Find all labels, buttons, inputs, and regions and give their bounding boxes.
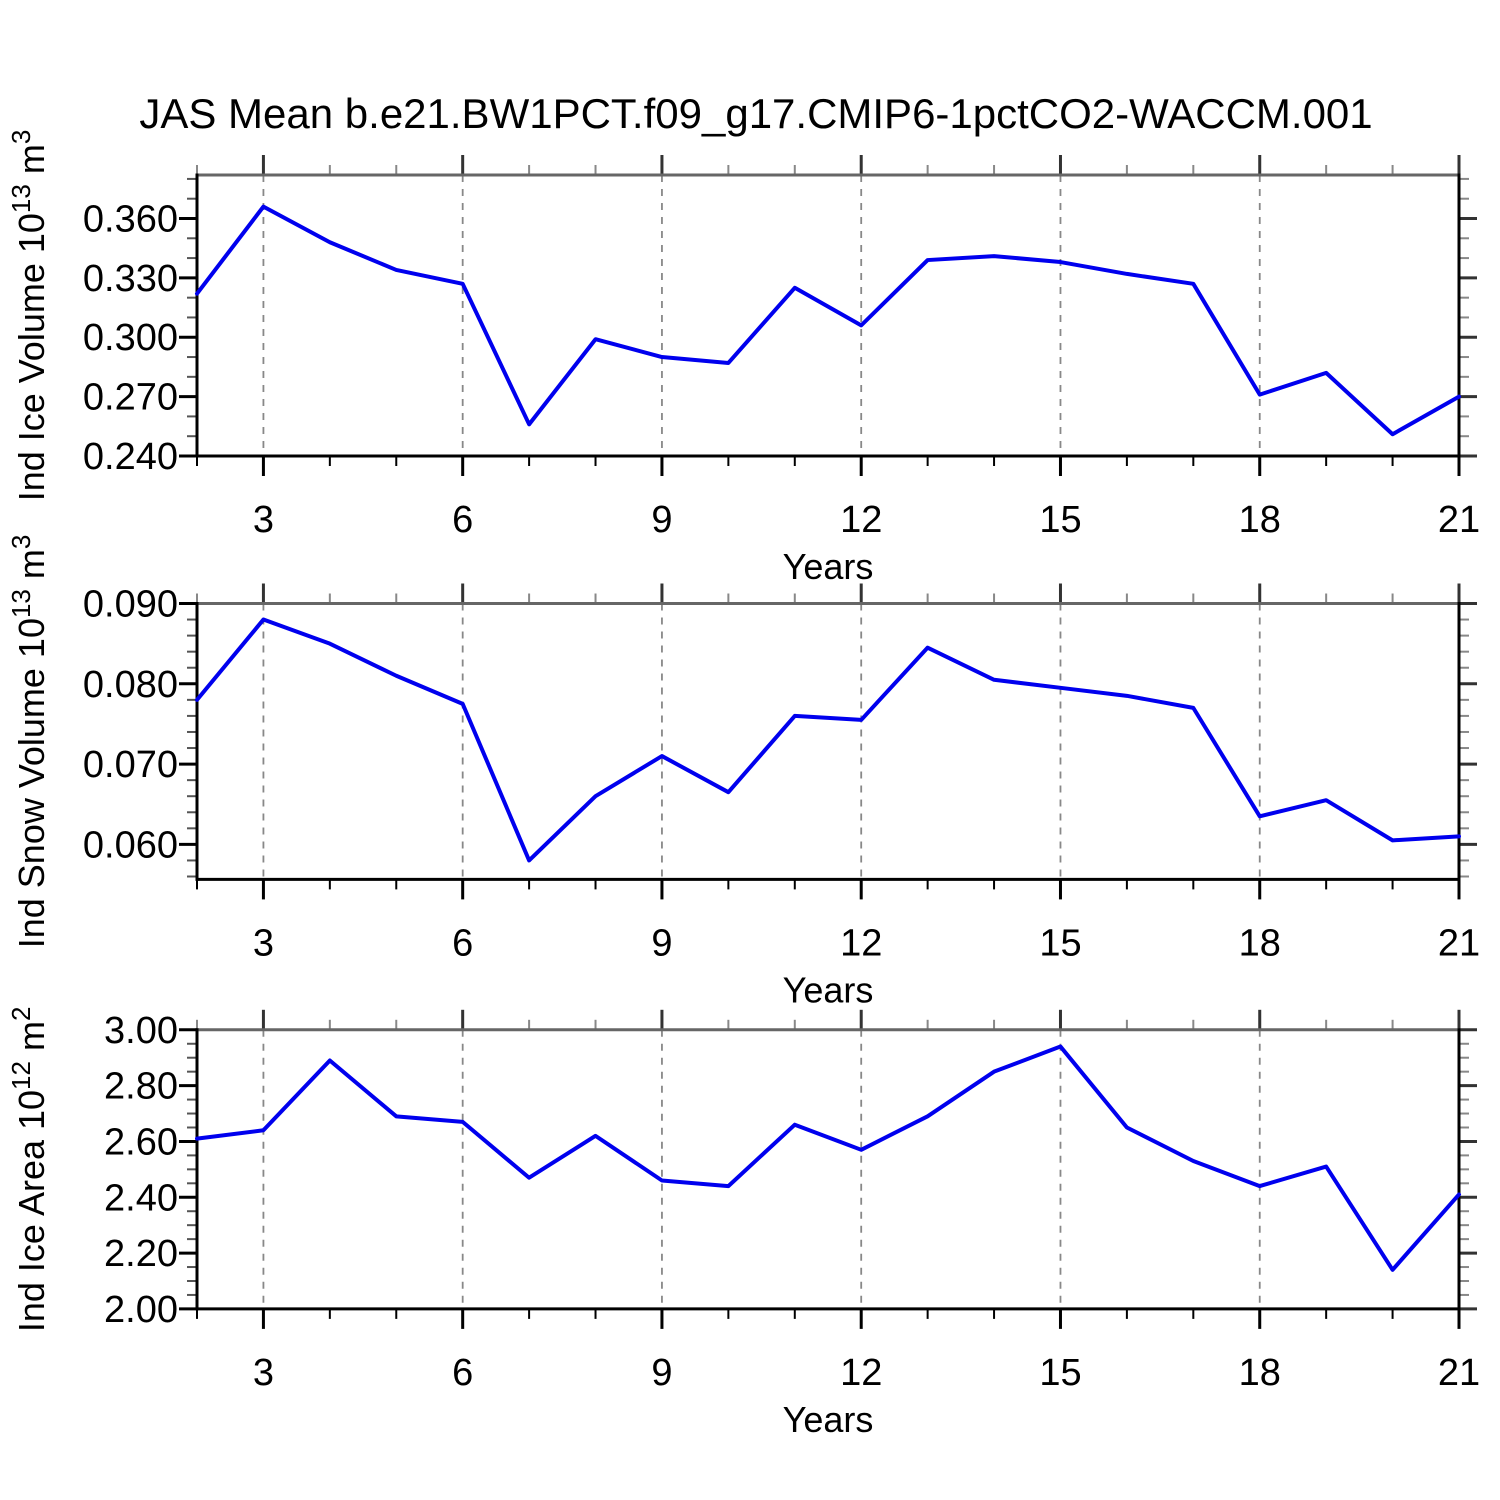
y-axis-title-ind-ice-volume: Ind Ice Volume 1013 m3	[6, 130, 52, 502]
x-axis-title-ind-ice-area: Years	[783, 1399, 874, 1440]
x-tick-label: 3	[253, 922, 274, 964]
x-tick-label: 12	[840, 1352, 882, 1394]
x-tick-label: 18	[1239, 499, 1281, 541]
x-tick-label: 9	[651, 922, 672, 964]
x-tick-label: 3	[253, 1352, 274, 1394]
x-tick-label: 18	[1239, 922, 1281, 964]
y-tick-label: 0.330	[83, 258, 178, 300]
y-tick-label: 0.270	[83, 377, 178, 419]
y-tick-label: 0.300	[83, 317, 178, 359]
ind-ice-area-line	[195, 1044, 1461, 1272]
y-tick-label: 2.80	[104, 1066, 178, 1108]
y-tick-label: 0.240	[83, 436, 178, 478]
x-tick-label: 21	[1438, 1352, 1480, 1394]
ind-ice-volume-line	[195, 204, 1461, 437]
x-tick-label: 9	[651, 499, 672, 541]
x-tick-label: 6	[452, 1352, 473, 1394]
x-tick-label: 15	[1039, 499, 1081, 541]
x-tick-label: 18	[1239, 1352, 1281, 1394]
x-axis-title-ind-snow-volume: Years	[783, 969, 874, 1010]
y-tick-label: 2.20	[104, 1233, 178, 1275]
x-tick-label: 21	[1438, 922, 1480, 964]
x-tick-label: 9	[651, 1352, 672, 1394]
y-tick-label: 3.00	[104, 1010, 178, 1052]
y-tick-label: 0.090	[83, 583, 178, 625]
ind-snow-volume-line	[195, 617, 1461, 863]
x-axis-title-ind-ice-volume: Years	[783, 546, 874, 587]
y-tick-label: 0.070	[83, 744, 178, 786]
x-tick-label: 6	[452, 922, 473, 964]
y-tick-label: 2.60	[104, 1121, 178, 1163]
ind-snow-volume-panel: 0.060 0.070 0.080 0.090 3 6 9 12 15 18 21 Years Ind …	[6, 535, 1480, 1011]
x-tick-label: 12	[840, 499, 882, 541]
y-tick-label: 2.00	[104, 1289, 178, 1331]
y-tick-label: 0.360	[83, 198, 178, 240]
x-tick-label: 21	[1438, 499, 1480, 541]
ind-ice-volume-panel: 0.240 0.270 0.300 0.330 0.360 3 6 9 12 15 18 21 Year…	[6, 130, 1480, 587]
y-axis-title-ind-ice-area: Ind Ice Area 1012 m2	[6, 1007, 52, 1333]
y-tick-label: 2.40	[104, 1177, 178, 1219]
y-axis-title-ind-snow-volume: Ind Snow Volume 1013 m3	[6, 535, 52, 949]
figure-title: JAS Mean b.e21.BW1PCT.f09_g17.CMIP6-1pct…	[139, 90, 1373, 137]
y-tick-label: 0.060	[83, 824, 178, 866]
x-tick-label: 12	[840, 922, 882, 964]
y-tick-label: 0.080	[83, 664, 178, 706]
x-tick-label: 6	[452, 499, 473, 541]
x-tick-label: 15	[1039, 922, 1081, 964]
x-tick-label: 3	[253, 499, 274, 541]
x-tick-label: 15	[1039, 1352, 1081, 1394]
ind-ice-area-panel: 2.00 2.20 2.40 2.60 2.80 3.00 3 6 9 12 15 18 21 Years…	[6, 1007, 1480, 1440]
